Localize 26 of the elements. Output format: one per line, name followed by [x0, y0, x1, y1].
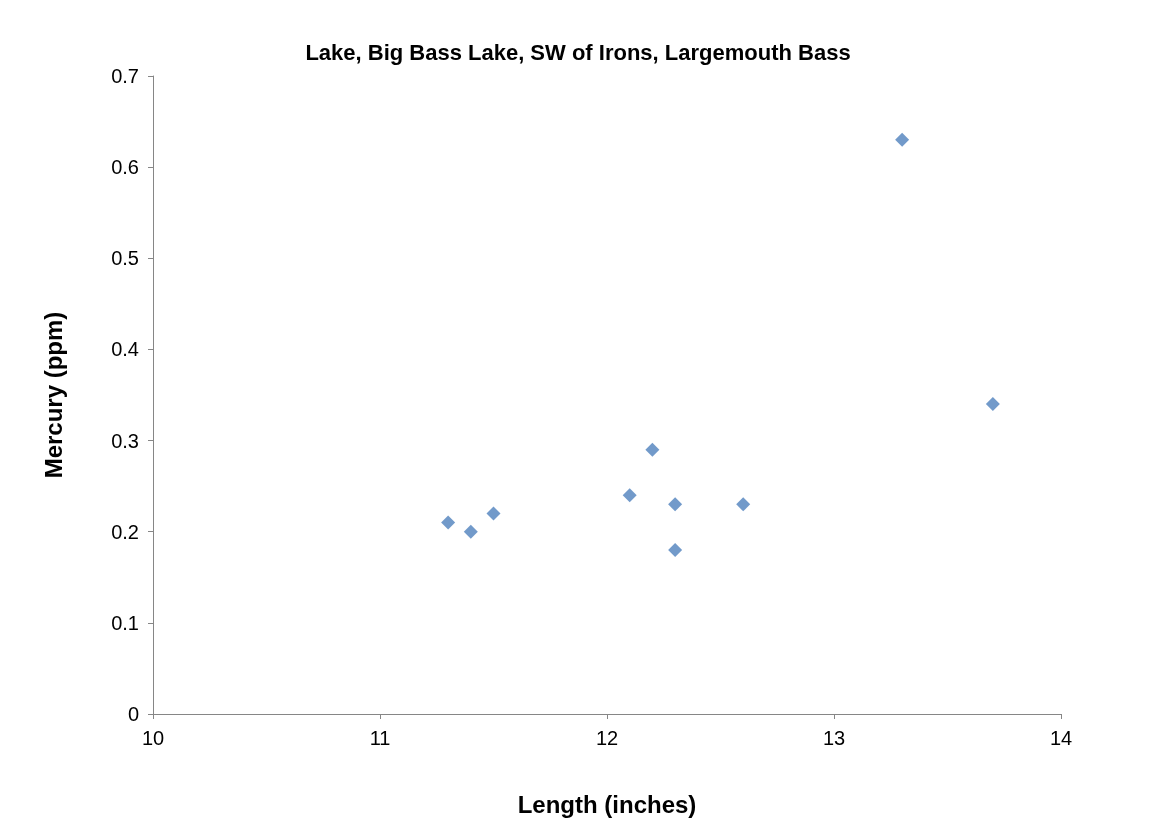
point — [486, 506, 501, 521]
point — [895, 132, 910, 147]
y-tick-label: 0.7 — [111, 65, 139, 87]
point — [668, 497, 683, 512]
x-tick-label: 12 — [595, 727, 619, 749]
point — [985, 397, 1000, 412]
x-tick-label: 13 — [822, 727, 846, 749]
point — [622, 488, 637, 503]
y-tick-label: 0.2 — [111, 520, 139, 543]
point — [463, 524, 478, 539]
y-tick-label: 0 — [127, 703, 139, 725]
point — [668, 542, 683, 557]
point — [645, 442, 660, 457]
y-tick-label: 0.3 — [111, 429, 139, 452]
y-tick-label: 0.1 — [111, 611, 139, 634]
y-tick-label: 0.5 — [111, 247, 139, 270]
x-tick-label: 10 — [141, 727, 165, 749]
point — [736, 497, 751, 512]
x-axis-title: Length (inches) — [517, 790, 697, 818]
point — [441, 515, 456, 530]
y-axis-title: Mercury (ppm) — [39, 311, 67, 479]
y-tick-label: 0.6 — [111, 156, 139, 179]
y-tick-label: 0.4 — [111, 338, 139, 361]
x-tick-label: 14 — [1049, 727, 1073, 749]
x-tick-label: 11 — [369, 727, 391, 749]
chart-title: Lake, Big Bass Lake, SW of Irons, Largemouth Bass — [305, 39, 851, 65]
